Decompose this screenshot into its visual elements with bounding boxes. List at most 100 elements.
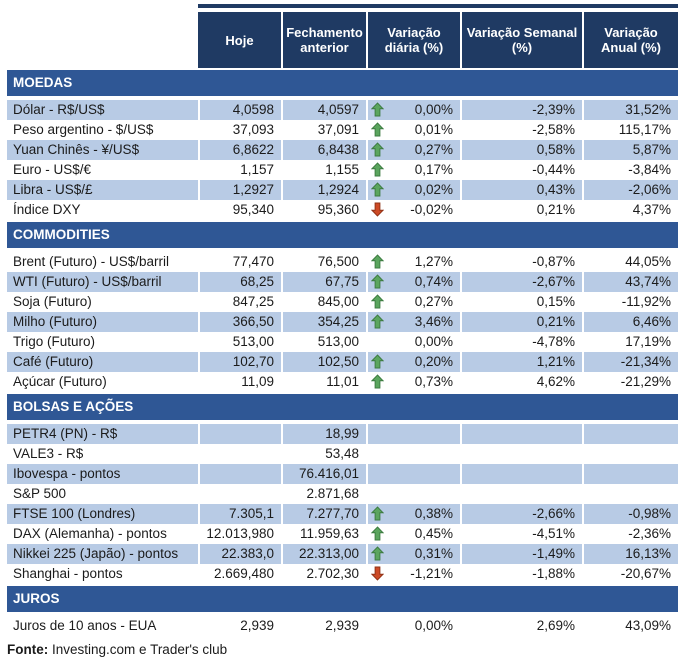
table-row: Soja (Futuro) 847,25 845,00 0,27% 0,15% -11,9… [7,292,678,312]
table-row: Índice DXY 95,340 95,360 -0,02% 0,21% 4,37% [7,200,678,220]
column-header-row: Hoje Fechamento anterior Variação diária… [7,12,678,68]
table-body: MOEDAS Dólar - R$/US$ 4,0598 4,0597 0,00% -2,… [7,70,685,636]
source-label: Fonte: [7,642,49,657]
cell-hoje: 2,939 [198,616,281,636]
cell-variacao-anual: 16,13% [582,544,678,564]
cell-variacao-diaria: 0,38% [366,504,460,524]
cell-variacao-anual: 6,46% [582,312,678,332]
cell-variacao-diaria: 0,02% [366,180,460,200]
cell-fechamento-anterior: 2.702,30 [281,564,366,584]
up-arrow-icon [371,354,384,369]
cell-variacao-anual: -2,06% [582,180,678,200]
cell-variacao-anual: -2,36% [582,524,678,544]
table-row: Dólar - R$/US$ 4,0598 4,0597 0,00% -2,39% 31,… [7,100,678,120]
cell-variacao-diaria: 0,00% [366,616,460,636]
table-row: Café (Futuro) 102,70 102,50 0,20% 1,21% -21,3… [7,352,678,372]
cell-variacao-anual: -21,34% [582,352,678,372]
cell-variacao-semanal [460,424,582,444]
row-label: Yuan Chinês - ¥/US$ [13,142,140,157]
cell-hoje [198,424,281,444]
cell-fechamento-anterior: 513,00 [281,332,366,352]
cell-variacao-semanal: 4,62% [460,372,582,392]
table-top-border [198,4,678,8]
cell-variacao-semanal: -0,87% [460,252,582,272]
cell-hoje: 1,2927 [198,180,281,200]
cell-hoje: 22.383,0 [198,544,281,564]
cell-fechamento-anterior: 354,25 [281,312,366,332]
up-arrow-icon [371,274,384,289]
cell-variacao-diaria: 0,17% [366,160,460,180]
cell-variacao-semanal: 2,69% [460,616,582,636]
cell-hoje [198,484,281,504]
cell-fechamento-anterior: 76.416,01 [281,464,366,484]
cell-fechamento-anterior: 76,500 [281,252,366,272]
cell-variacao-diaria: 0,73% [366,372,460,392]
cell-hoje: 11,09 [198,372,281,392]
cell-variacao-diaria [366,444,460,464]
cell-hoje: 513,00 [198,332,281,352]
section-header-bolsas-e-acoes: BOLSAS E AÇÕES [7,394,678,420]
table-row: WTI (Futuro) - US$/barril 68,25 67,75 0,74%… [7,272,678,292]
cell-variacao-diaria [366,484,460,504]
section-header-juros: JUROS [7,586,678,612]
cell-hoje: 102,70 [198,352,281,372]
cell-variacao-semanal: 0,43% [460,180,582,200]
column-header-variacao-semanal: Variação Semanal (%) [460,12,582,68]
row-label: Trigo (Futuro) [13,334,96,349]
down-arrow-icon [371,202,384,217]
source-note: Fonte: Investing.com e Trader's club [7,642,685,657]
up-arrow-icon [371,314,384,329]
cell-fechamento-anterior: 2,939 [281,616,366,636]
row-label: Açúcar (Futuro) [13,374,107,389]
table-row: Milho (Futuro) 366,50 354,25 3,46% 0,21% 6,46… [7,312,678,332]
cell-variacao-semanal: -2,66% [460,504,582,524]
up-arrow-icon [371,102,384,117]
up-arrow-icon [371,162,384,177]
row-label: WTI (Futuro) - US$/barril [13,274,162,289]
cell-fechamento-anterior: 1,155 [281,160,366,180]
row-label: Soja (Futuro) [13,294,92,309]
table-row: Euro - US$/€ 1,157 1,155 0,17% -0,44% -3,84% [7,160,678,180]
cell-variacao-anual: 4,37% [582,200,678,220]
cell-hoje: 95,340 [198,200,281,220]
cell-variacao-anual: 43,09% [582,616,678,636]
cell-variacao-anual: 31,52% [582,100,678,120]
cell-variacao-anual: 115,17% [582,120,678,140]
up-arrow-icon [371,374,384,389]
table-row: Peso argentino - $/US$ 37,093 37,091 0,01% -… [7,120,678,140]
cell-variacao-semanal: -4,51% [460,524,582,544]
row-label: Milho (Futuro) [13,314,98,329]
cell-variacao-anual [582,464,678,484]
column-header-variacao-anual: Variação Anual (%) [582,12,678,68]
source-text: Investing.com e Trader's club [52,642,228,657]
cell-fechamento-anterior: 845,00 [281,292,366,312]
row-label: PETR4 (PN) - R$ [13,426,118,441]
cell-fechamento-anterior: 6,8438 [281,140,366,160]
cell-hoje: 7.305,1 [198,504,281,524]
cell-variacao-semanal [460,464,582,484]
cell-fechamento-anterior: 11.959,63 [281,524,366,544]
cell-variacao-anual: -0,98% [582,504,678,524]
cell-hoje: 77,470 [198,252,281,272]
cell-hoje [198,464,281,484]
column-header-variacao-diaria: Variação diária (%) [366,12,460,68]
cell-variacao-anual: -11,92% [582,292,678,312]
row-label: Índice DXY [13,202,81,217]
cell-variacao-diaria: 0,00% [366,100,460,120]
up-arrow-icon [371,122,384,137]
cell-fechamento-anterior: 18,99 [281,424,366,444]
cell-hoje: 847,25 [198,292,281,312]
table-row: Açúcar (Futuro) 11,09 11,01 0,73% 4,62% -21,2… [7,372,678,392]
up-arrow-icon [371,254,384,269]
up-arrow-icon [371,142,384,157]
cell-variacao-semanal: -0,44% [460,160,582,180]
table-row: Ibovespa - pontos 76.416,01 [7,464,678,484]
cell-hoje: 1,157 [198,160,281,180]
up-arrow-icon [371,294,384,309]
section-header-commodities: COMMODITIES [7,222,678,248]
cell-hoje: 6,8622 [198,140,281,160]
table-row: Libra - US$/£ 1,2927 1,2924 0,02% 0,43% -2,06… [7,180,678,200]
row-label: Nikkei 225 (Japão) - pontos [13,546,179,561]
table-row: DAX (Alemanha) - pontos 12.013,980 11.959,… [7,524,678,544]
section-header-moedas: MOEDAS [7,70,678,96]
